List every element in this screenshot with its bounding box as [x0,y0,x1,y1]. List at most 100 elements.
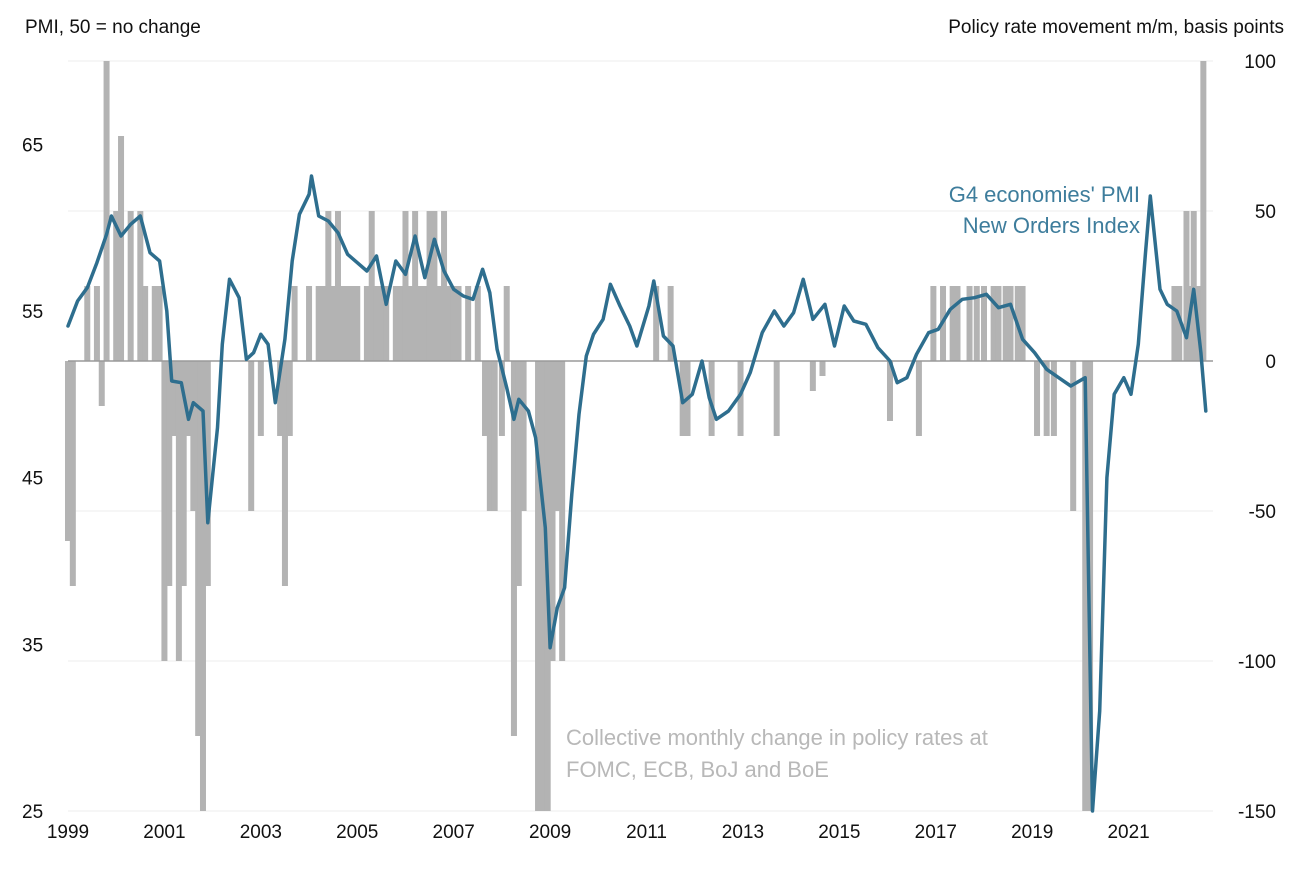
policy-rate-bar [257,361,264,436]
right-axis-tick-label: -150 [1238,802,1276,823]
policy-rate-bar [1183,211,1190,361]
right-axis-tick-label: -100 [1238,652,1276,673]
policy-rate-bar [84,286,91,361]
policy-rate-bar [510,361,517,736]
policy-rate-bar [773,361,780,436]
policy-rate-bar [142,286,149,361]
policy-rate-bar [445,286,452,361]
policy-rate-bar [1171,286,1178,361]
policy-rate-bar [474,286,481,361]
policy-rate-bar [1200,61,1207,361]
policy-rate-bar [402,211,409,361]
policy-rate-bar [737,361,744,436]
policy-rate-bar [915,361,922,436]
policy-rate-bar [248,361,255,511]
policy-rate-bar [819,361,826,376]
left-axis-tick-label: 55 [22,302,43,323]
x-axis-tick-label: 2011 [626,822,667,843]
policy-rate-bar [515,361,522,586]
policy-rate-bar [118,136,125,361]
policy-rate-bar [180,361,187,586]
policy-rate-bar [171,361,178,436]
x-axis-tick-label: 1999 [47,822,89,843]
policy-rate-bar [426,211,433,361]
policy-rate-bar [383,286,390,361]
policy-rate-bar [412,211,419,361]
policy-rate-bar [204,361,211,586]
policy-rate-bar [156,286,163,361]
x-axis-tick-label: 2019 [1011,822,1053,843]
policy-rate-bar [1002,286,1009,361]
policy-rate-bar [334,211,341,361]
policy-rate-bar [436,286,443,361]
policy-rate-bar [407,286,414,361]
right-axis-title: Policy rate movement m/m, basis points [948,17,1284,38]
policy-rate-bar [503,286,510,361]
policy-rate-bar [886,361,893,421]
policy-rate-bar [127,211,134,361]
policy-rate-bar [498,361,505,436]
policy-rate-bar [281,361,288,586]
policy-rate-bar [450,286,457,361]
policy-rate-bar [981,286,987,361]
policy-rate-bar [995,286,1002,361]
policy-rate-bar [1007,286,1014,361]
policy-rate-bar [286,361,293,436]
policy-rate-bar [930,286,937,361]
policy-rate-bar [554,361,561,511]
x-axis-tick-label: 2007 [433,822,475,843]
left-axis-tick-label: 45 [22,469,43,490]
policy-rate-bar [954,286,961,361]
policy-rate-bar [344,286,351,361]
policy-rate-bar [161,361,168,661]
policy-rate-bar [441,211,448,361]
policy-rate-bar [809,361,816,391]
policy-rate-bar [949,286,956,361]
x-axis-tick-label: 2005 [336,822,378,843]
right-axis-tick-label: -50 [1249,502,1276,523]
policy-rate-bar [392,286,399,361]
policy-rate-bar [349,286,356,361]
policy-rate-bar [520,361,527,511]
right-axis-tick-label: 50 [1255,202,1276,223]
policy-rate-bar [491,361,498,511]
policy-rate-bar [1070,361,1077,511]
x-axis-tick-label: 2015 [818,822,860,843]
right-axis-tick-label: 100 [1244,52,1276,73]
bars-series-label-line-2: FOMC, ECB, BoJ and BoE [566,757,829,782]
policy-rate-bar [378,286,385,361]
policy-rate-bar [667,286,674,361]
policy-rate-bar [93,286,100,361]
policy-rate-bar [421,286,428,361]
policy-rate-bar [315,286,322,361]
policy-rate-bar [1176,286,1183,361]
policy-rate-bar [166,361,173,586]
policy-rate-bar [175,361,182,661]
x-axis-tick-label: 2001 [143,822,185,843]
policy-rate-bar [363,286,370,361]
policy-rate-bar [465,286,472,361]
left-axis-tick-label: 65 [22,135,43,156]
policy-rate-bar [1019,286,1026,361]
policy-rate-bar [416,286,423,361]
x-axis-tick-label: 2013 [722,822,764,843]
policy-rate-bar [482,361,489,436]
policy-rate-bar [320,286,327,361]
policy-rate-bar [368,211,375,361]
policy-rate-bar [535,361,542,811]
policy-rate-bar [69,361,76,586]
axis-ticks: 25 35 45 55 65 -150 -100 -50 0 50 100 1999 2001 2003 2… [22,52,1276,843]
x-axis-tick-label: 2017 [915,822,957,843]
right-axis-tick-label: 0 [1265,352,1276,373]
policy-rate-bar [1034,361,1041,436]
policy-rate-bar [190,361,197,511]
policy-rate-bars [65,61,1207,811]
policy-rate-bar [973,286,980,361]
policy-rate-bar [306,286,313,361]
policy-rate-bar [990,286,997,361]
policy-rate-bar [1050,361,1057,436]
policy-rate-bar [549,361,556,661]
pmi-series-label-line-1: G4 economies' PMI [949,182,1140,207]
left-axis-tick-label: 35 [22,635,43,656]
